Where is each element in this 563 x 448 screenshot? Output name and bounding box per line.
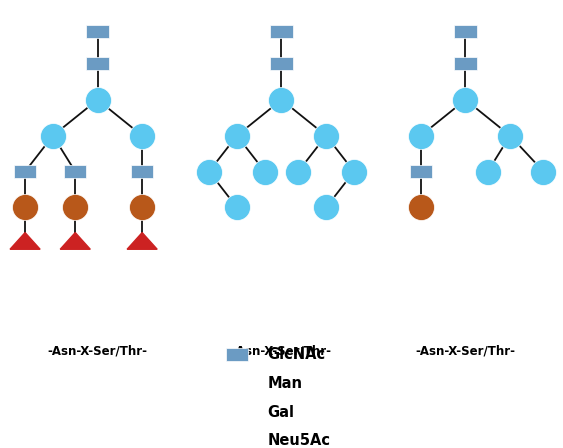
Point (233, 132, 242, 139)
Text: -Asn-X-Ser/Thr-: -Asn-X-Ser/Thr- (231, 345, 332, 358)
Point (321, 132, 330, 139)
Point (461, 96, 470, 103)
FancyBboxPatch shape (270, 57, 293, 70)
Point (71, 204, 80, 211)
Point (233, 380, 242, 387)
Point (539, 168, 548, 175)
Point (260, 168, 269, 175)
Point (137, 132, 146, 139)
Point (350, 168, 359, 175)
Point (417, 132, 426, 139)
Point (137, 204, 146, 211)
FancyBboxPatch shape (454, 57, 477, 70)
Point (233, 409, 242, 416)
FancyBboxPatch shape (454, 25, 477, 38)
Point (204, 168, 213, 175)
Point (483, 168, 492, 175)
Text: Neu5Ac: Neu5Ac (267, 433, 330, 448)
Polygon shape (222, 430, 252, 447)
FancyBboxPatch shape (131, 165, 153, 178)
Text: -Asn-X-Ser/Thr-: -Asn-X-Ser/Thr- (415, 345, 516, 358)
Text: Man: Man (267, 376, 302, 391)
Point (233, 204, 242, 211)
FancyBboxPatch shape (86, 25, 109, 38)
Point (506, 132, 515, 139)
Point (93, 96, 102, 103)
Point (417, 204, 426, 211)
FancyBboxPatch shape (86, 57, 109, 70)
Point (21, 204, 30, 211)
Polygon shape (10, 233, 40, 249)
Text: Gal: Gal (267, 405, 294, 420)
FancyBboxPatch shape (64, 165, 86, 178)
Polygon shape (127, 233, 157, 249)
Text: GlcNAc: GlcNAc (267, 347, 325, 362)
Point (277, 96, 286, 103)
Point (321, 204, 330, 211)
Point (48, 132, 57, 139)
FancyBboxPatch shape (14, 165, 36, 178)
FancyBboxPatch shape (226, 348, 248, 361)
Point (294, 168, 303, 175)
Polygon shape (60, 233, 90, 249)
FancyBboxPatch shape (410, 165, 432, 178)
Text: -Asn-X-Ser/Thr-: -Asn-X-Ser/Thr- (47, 345, 148, 358)
FancyBboxPatch shape (270, 25, 293, 38)
